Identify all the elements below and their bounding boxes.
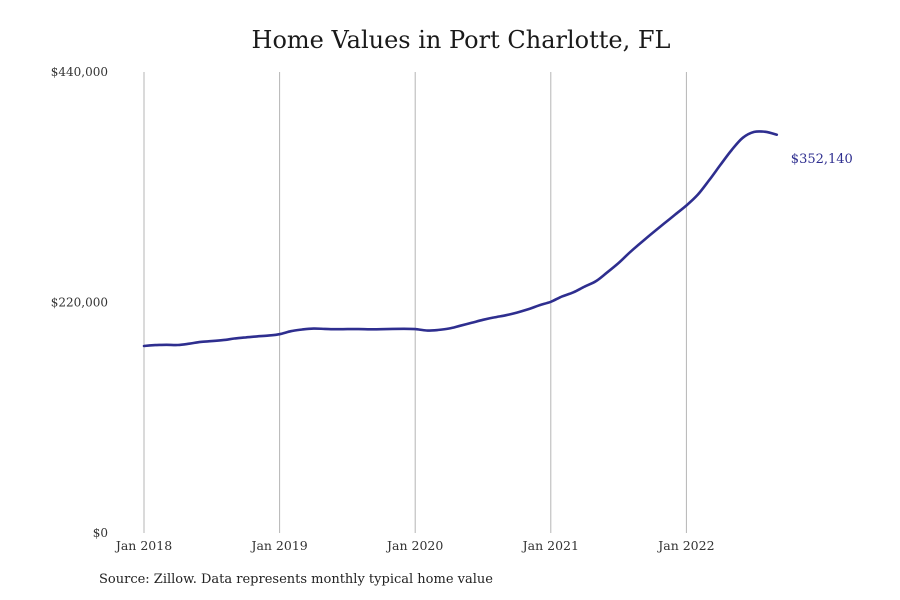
source-note: Source: Zillow. Data represents monthly … [99, 572, 493, 587]
y-tick-label: $220,000 [51, 296, 108, 310]
x-tick-label: Jan 2019 [249, 538, 307, 553]
x-tick-label: Jan 2022 [656, 538, 714, 553]
x-tick-label: Jan 2020 [385, 538, 443, 553]
x-tick-label: Jan 2021 [521, 538, 579, 553]
y-axis: $0 $220,000 $440,000 [51, 65, 108, 540]
y-tick-label: $0 [93, 526, 108, 540]
latest-value-label: $352,140 [791, 152, 853, 167]
x-tick-label: Jan 2018 [114, 538, 172, 553]
chart-title: Home Values in Port Charlotte, FL [251, 26, 671, 54]
grid-lines [143, 72, 687, 533]
x-axis: Jan 2018 Jan 2019 Jan 2020 Jan 2021 Jan 2022 [114, 538, 715, 553]
y-tick-label: $440,000 [51, 65, 108, 79]
home-value-line [142, 130, 779, 348]
